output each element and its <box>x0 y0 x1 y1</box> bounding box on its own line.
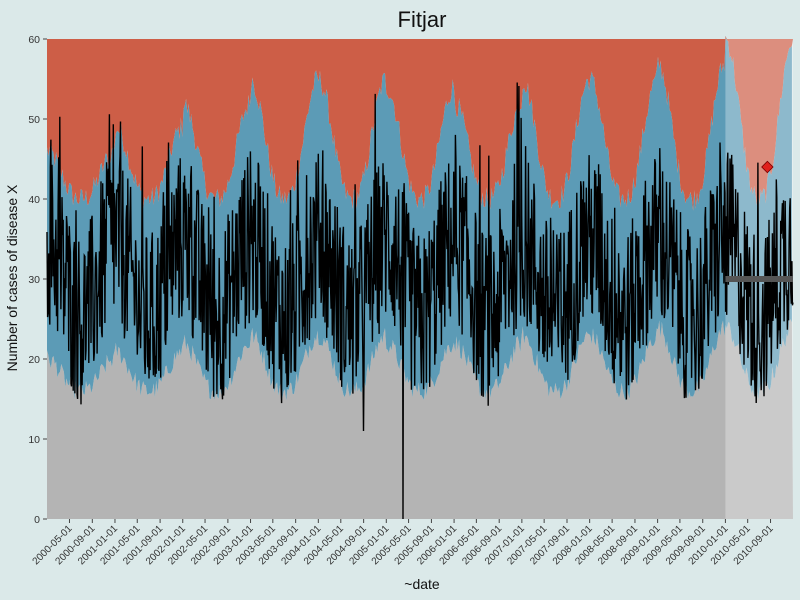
y-axis-label: Number of cases of disease X <box>4 184 20 371</box>
y-tick-label: 20 <box>28 354 40 366</box>
low-zone-area <box>47 319 793 519</box>
y-tick-label: 60 <box>28 34 40 46</box>
plot-area <box>46 35 794 520</box>
y-tick-label: 30 <box>28 274 40 286</box>
series-line <box>46 82 794 520</box>
y-tick-label: 0 <box>34 514 40 526</box>
x-axis-label: ~date <box>404 576 440 592</box>
y-axis: 0 10 20 30 40 50 60 <box>28 34 47 526</box>
y-tick-label: 40 <box>28 194 40 206</box>
y-tick-label: 10 <box>28 434 40 446</box>
y-tick-label: 50 <box>28 114 40 126</box>
high-zone-area <box>47 35 793 211</box>
alert-point <box>761 160 774 174</box>
chart-title: Fitjar <box>398 7 447 32</box>
x-axis: 2000-05-012000-09-012001-01-012001-05-01… <box>31 519 776 567</box>
